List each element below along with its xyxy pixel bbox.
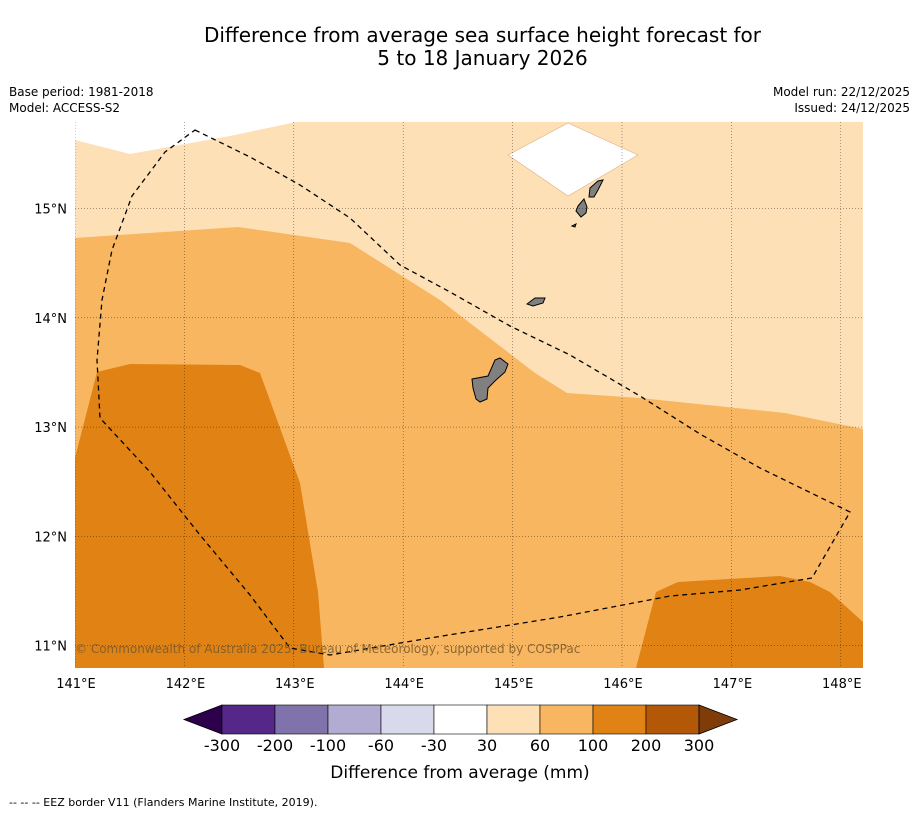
latitude-labels: 15°N 14°N 13°N 12°N 11°N bbox=[34, 203, 67, 655]
model-name: Model: ACCESS-S2 bbox=[9, 101, 121, 115]
latitude-tick-label: 14°N bbox=[34, 312, 67, 327]
no-data-area-north bbox=[507, 122, 639, 197]
longitude-tick-label: 146°E bbox=[603, 677, 643, 692]
colorbar-tick-label: -200 bbox=[257, 736, 293, 755]
colorbar-tick-label: -100 bbox=[310, 736, 346, 755]
colorbar-tick-label: 60 bbox=[530, 736, 550, 755]
colorbar-tick-label: -60 bbox=[368, 736, 394, 755]
map-panel: © Commonwealth of Australia 2025, Bureau… bbox=[75, 122, 863, 668]
title-line-2: 5 to 18 January 2026 bbox=[377, 46, 588, 70]
longitude-labels: 141°E 142°E 143°E 144°E 145°E 146°E 147°E 148°E bbox=[56, 677, 861, 692]
saipan-island bbox=[588, 179, 604, 198]
latitude-tick-label: 11°N bbox=[34, 640, 67, 655]
colorbar-segment bbox=[592, 704, 647, 735]
model-run: Model run: 22/12/2025 bbox=[772, 85, 910, 99]
issued-date: Issued: 24/12/2025 bbox=[794, 101, 910, 115]
colorbar-segment bbox=[433, 704, 488, 735]
colorbar-segment bbox=[486, 704, 541, 735]
colorbar: -300 -200 -100 -60 -30 30 60 100 200 300 bbox=[182, 704, 739, 755]
colorbar-tick-label: -300 bbox=[204, 736, 240, 755]
title-line-1: Difference from average sea surface heig… bbox=[203, 23, 762, 47]
colorbar-segment bbox=[380, 704, 435, 735]
band-100-200-southeast bbox=[636, 576, 863, 668]
colorbar-segment bbox=[539, 704, 594, 735]
colorbar-tick-label: -30 bbox=[421, 736, 447, 755]
copyright-text: © Commonwealth of Australia 2025, Bureau… bbox=[75, 642, 580, 656]
colorbar-segment bbox=[645, 704, 700, 735]
longitude-tick-label: 143°E bbox=[275, 677, 315, 692]
colorbar-extend-max bbox=[698, 704, 739, 735]
colorbar-title: Difference from average (mm) bbox=[330, 763, 589, 783]
tinian-island bbox=[575, 198, 588, 218]
colorbar-segment bbox=[327, 704, 382, 735]
colorbar-tick-label: 100 bbox=[578, 736, 609, 755]
longitude-tick-label: 148°E bbox=[822, 677, 862, 692]
eez-legend-text: -- -- -- EEZ border V11 (Flanders Marine… bbox=[9, 796, 318, 809]
rota-island bbox=[525, 297, 546, 307]
band-100-200-west bbox=[75, 364, 324, 668]
colorbar-segment bbox=[274, 704, 329, 735]
band-30-60 bbox=[75, 122, 863, 429]
longitude-tick-label: 147°E bbox=[713, 677, 753, 692]
colorbar-extend-min bbox=[182, 704, 223, 735]
colorbar-tick-label: 200 bbox=[631, 736, 662, 755]
aguijan-island bbox=[570, 223, 577, 228]
guam-island bbox=[471, 357, 509, 403]
colorbar-segment bbox=[221, 704, 276, 735]
longitude-tick-label: 141°E bbox=[56, 677, 96, 692]
latitude-tick-label: 15°N bbox=[34, 203, 67, 218]
no-data-area-northwest bbox=[75, 122, 296, 154]
gridlines bbox=[75, 122, 863, 668]
colorbar-tick-label: 30 bbox=[477, 736, 497, 755]
colorbar-tick-label: 300 bbox=[684, 736, 715, 755]
base-period: Base period: 1981-2018 bbox=[9, 85, 154, 99]
latitude-tick-label: 13°N bbox=[34, 421, 67, 436]
longitude-tick-label: 145°E bbox=[494, 677, 534, 692]
longitude-tick-label: 144°E bbox=[384, 677, 424, 692]
longitude-tick-label: 142°E bbox=[166, 677, 206, 692]
latitude-tick-label: 12°N bbox=[34, 530, 67, 545]
